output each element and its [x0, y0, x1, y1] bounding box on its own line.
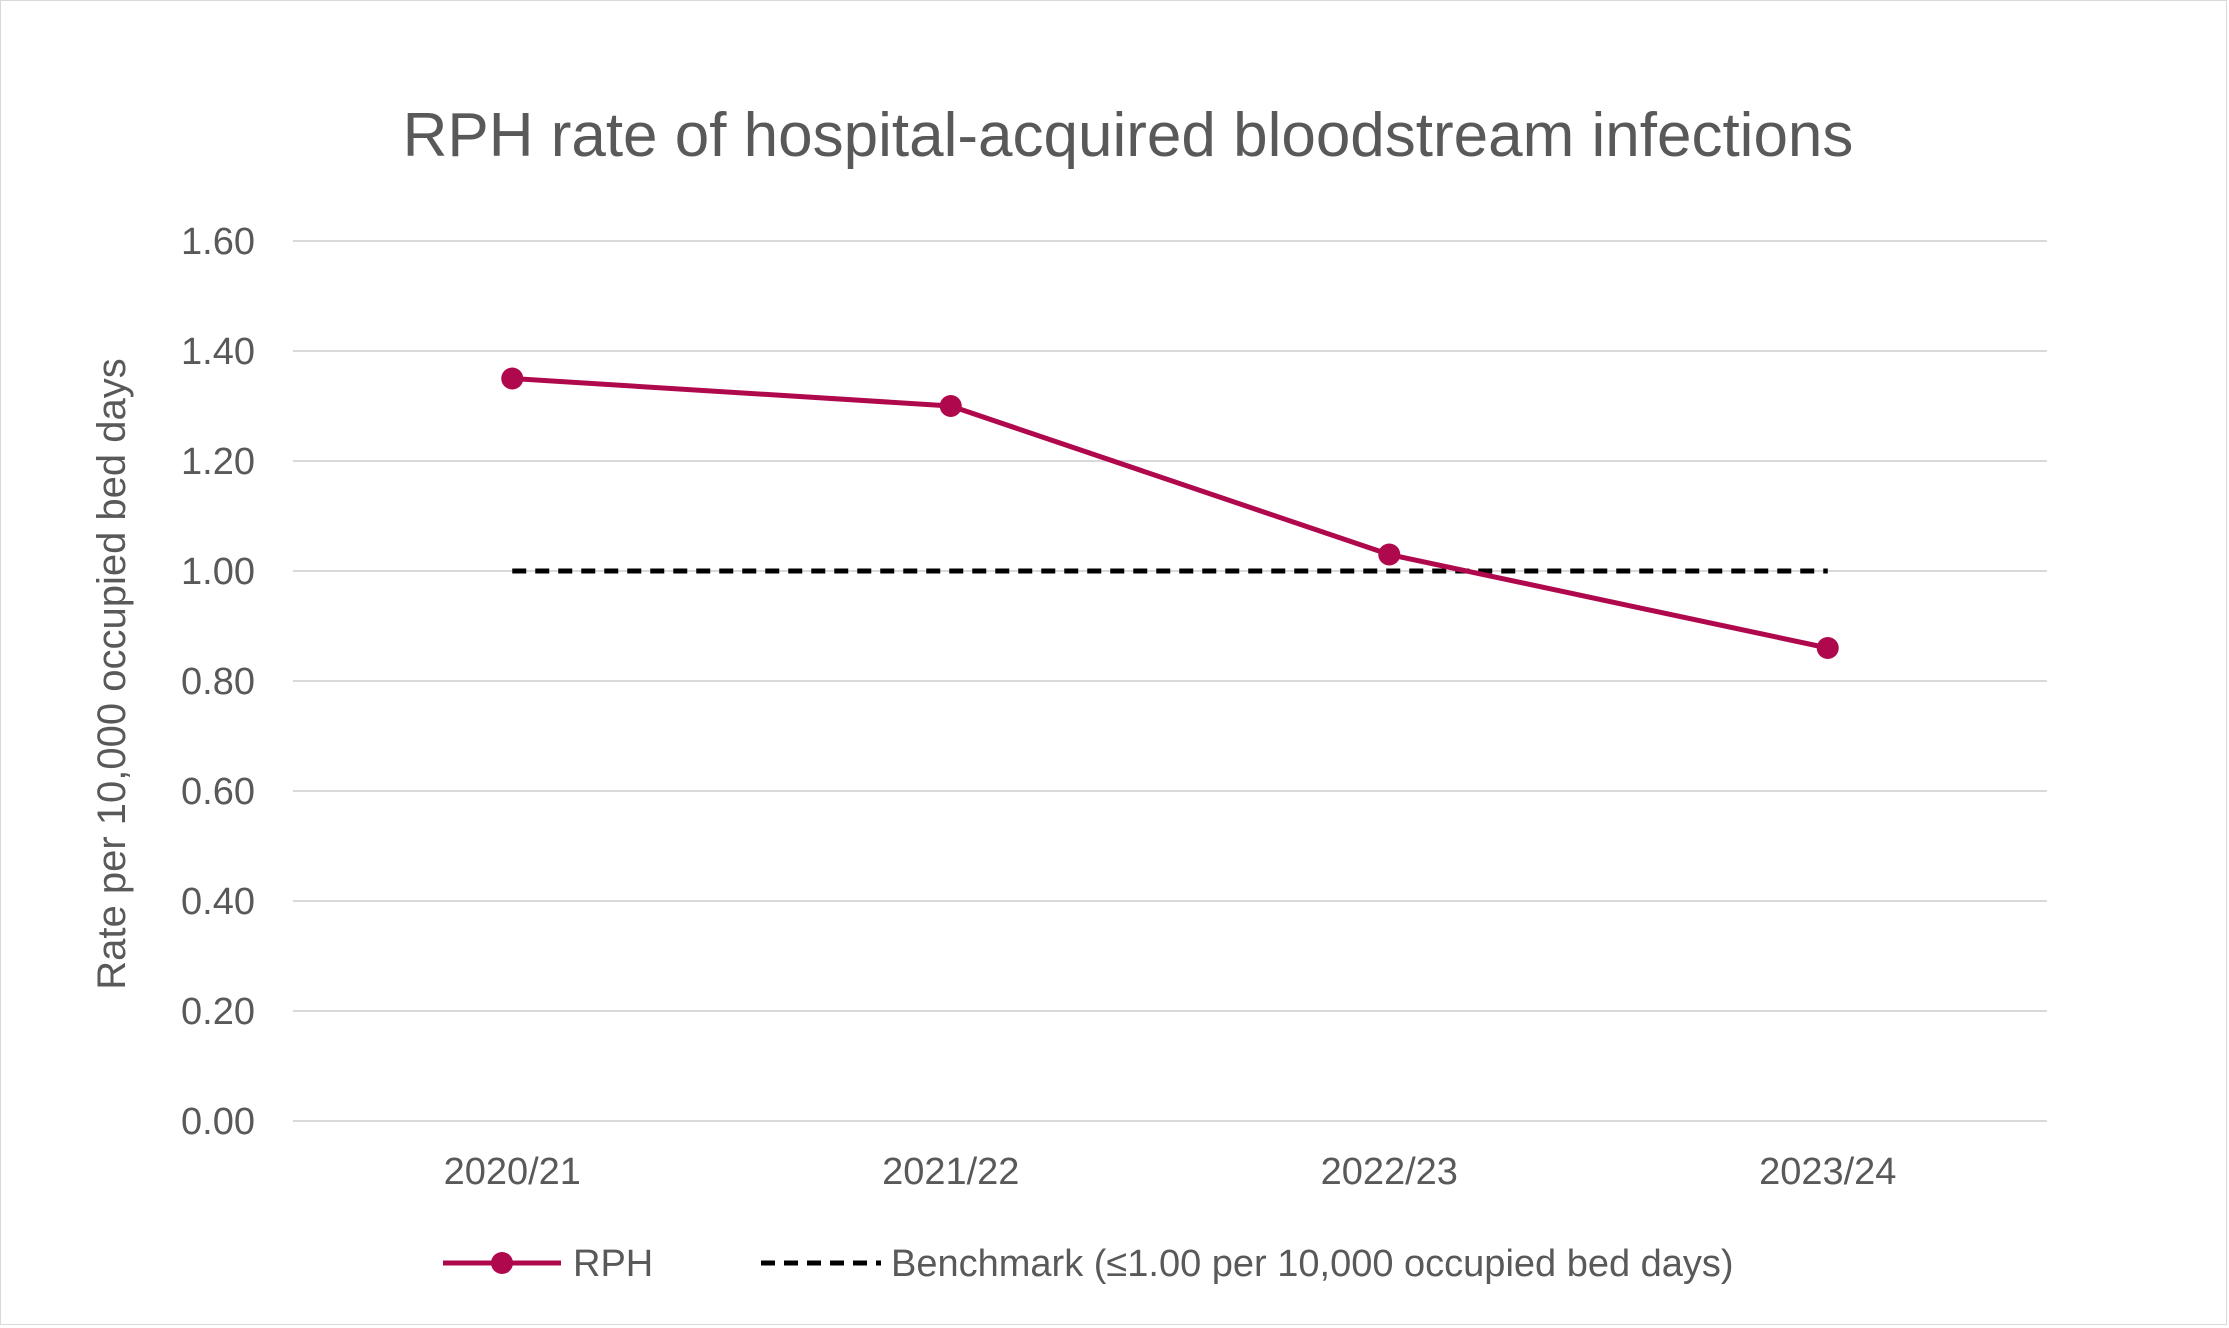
- x-tick-label: 2023/24: [1759, 1151, 1896, 1193]
- y-tick-label: 1.40: [181, 331, 255, 373]
- rph-data-point: [939, 395, 962, 417]
- gridlines: [293, 240, 2047, 1122]
- rph-data-point: [1378, 543, 1401, 566]
- x-tick-label: 2020/21: [444, 1151, 581, 1193]
- legend-rph-marker: [491, 1252, 513, 1274]
- x-tick-label: 2022/23: [1321, 1151, 1458, 1193]
- legend: RPH Benchmark (≤1.00 per 10,000 occupied …: [443, 1243, 1734, 1285]
- rph-data-point: [501, 367, 524, 390]
- y-tick-label: 0.60: [181, 771, 255, 813]
- y-tick-label: 0.00: [181, 1101, 255, 1143]
- legend-rph-label: RPH: [573, 1243, 653, 1285]
- rph-data-point: [1816, 637, 1839, 659]
- y-tick-label: 0.40: [181, 881, 255, 923]
- series-layer: [501, 367, 1839, 659]
- y-tick-label: 0.20: [181, 991, 255, 1033]
- y-tick-label: 0.80: [181, 661, 255, 703]
- x-axis-ticks: 2020/21 2021/22 2022/23 2023/24: [444, 1151, 1897, 1193]
- y-tick-label: 1.20: [181, 441, 255, 483]
- y-axis-ticks: 0.00 0.20 0.40 0.60 0.80 1.00 1.20 1.40 1.60: [181, 221, 255, 1143]
- y-axis-title: Rate per 10,000 occupied bed days: [90, 358, 134, 990]
- y-tick-label: 1.60: [181, 221, 255, 263]
- x-tick-label: 2021/22: [882, 1151, 1019, 1193]
- legend-benchmark-label: Benchmark (≤1.00 per 10,000 occupied bed…: [891, 1243, 1734, 1285]
- y-tick-label: 1.00: [181, 551, 255, 593]
- rph-line: [512, 376, 1829, 651]
- chart-title: RPH rate of hospital-acquired bloodstrea…: [403, 101, 1854, 170]
